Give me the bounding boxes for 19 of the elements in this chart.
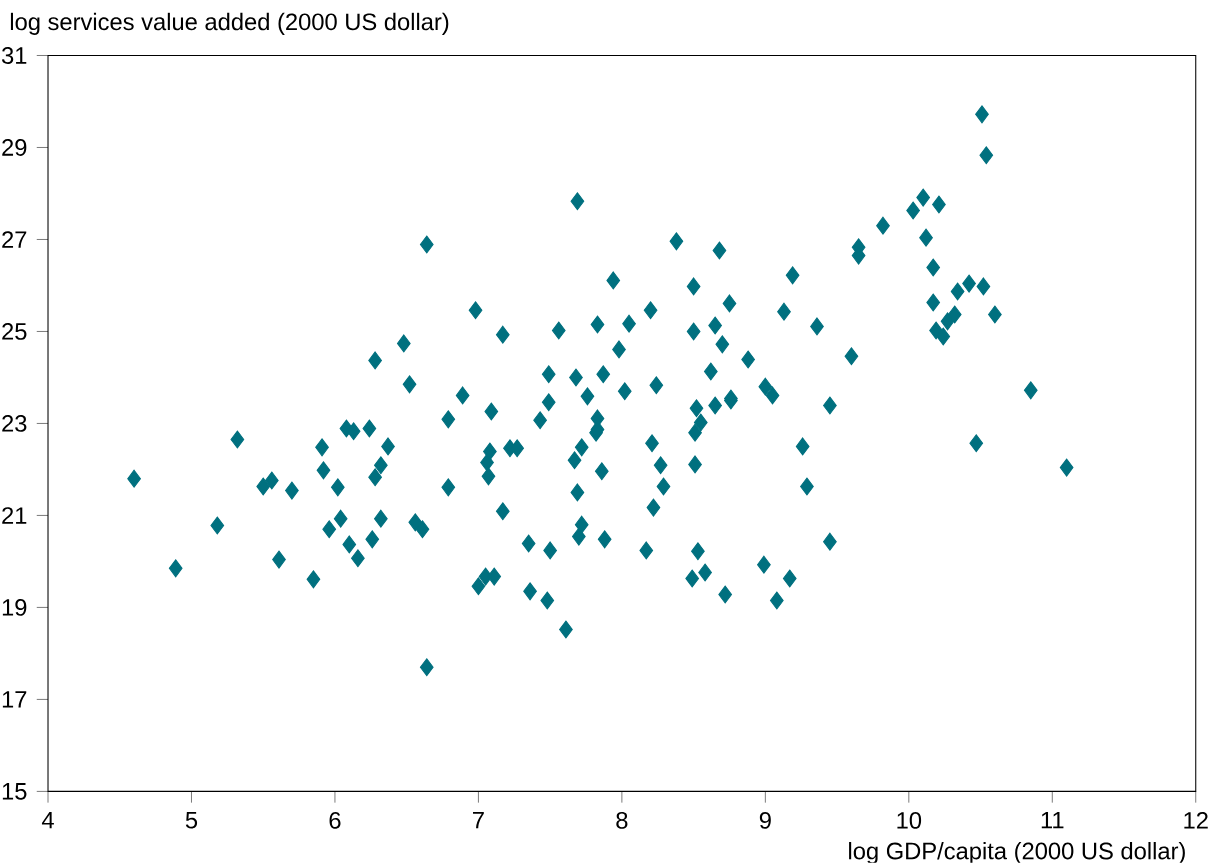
x-tick-label: 9 xyxy=(759,812,771,829)
y-tick-label: 17 xyxy=(2,691,27,708)
y-tick-label: 19 xyxy=(2,599,27,617)
x-tick-label: 8 xyxy=(616,812,628,829)
y-tick-label: 23 xyxy=(2,415,27,433)
x-tick-label: 6 xyxy=(329,812,341,829)
x-tick-label: 7 xyxy=(473,812,484,829)
x-tick-label: 12 xyxy=(1184,812,1208,829)
y-tick-label: 15 xyxy=(2,783,27,800)
y-tick-label: 21 xyxy=(2,507,27,524)
y-tick-label: 31 xyxy=(1,47,27,65)
x-tick-label: 4 xyxy=(41,812,54,829)
x-tick-label: 10 xyxy=(897,812,922,829)
y-tick-label: 27 xyxy=(2,231,27,248)
x-tick-label: 11 xyxy=(1041,812,1064,829)
y-tick-label: 29 xyxy=(2,139,27,157)
x-tick-label: 5 xyxy=(185,812,198,829)
y-tick-label: 25 xyxy=(2,323,27,341)
y-axis-title: log services value added (2000 US dollar) xyxy=(10,12,449,36)
